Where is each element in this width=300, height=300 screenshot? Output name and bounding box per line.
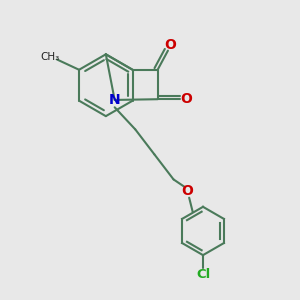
Text: CH₃: CH₃	[41, 52, 60, 62]
Text: O: O	[181, 184, 193, 198]
Text: Cl: Cl	[196, 268, 210, 281]
Text: O: O	[180, 92, 192, 106]
Text: N: N	[109, 93, 121, 107]
Text: O: O	[164, 38, 176, 52]
